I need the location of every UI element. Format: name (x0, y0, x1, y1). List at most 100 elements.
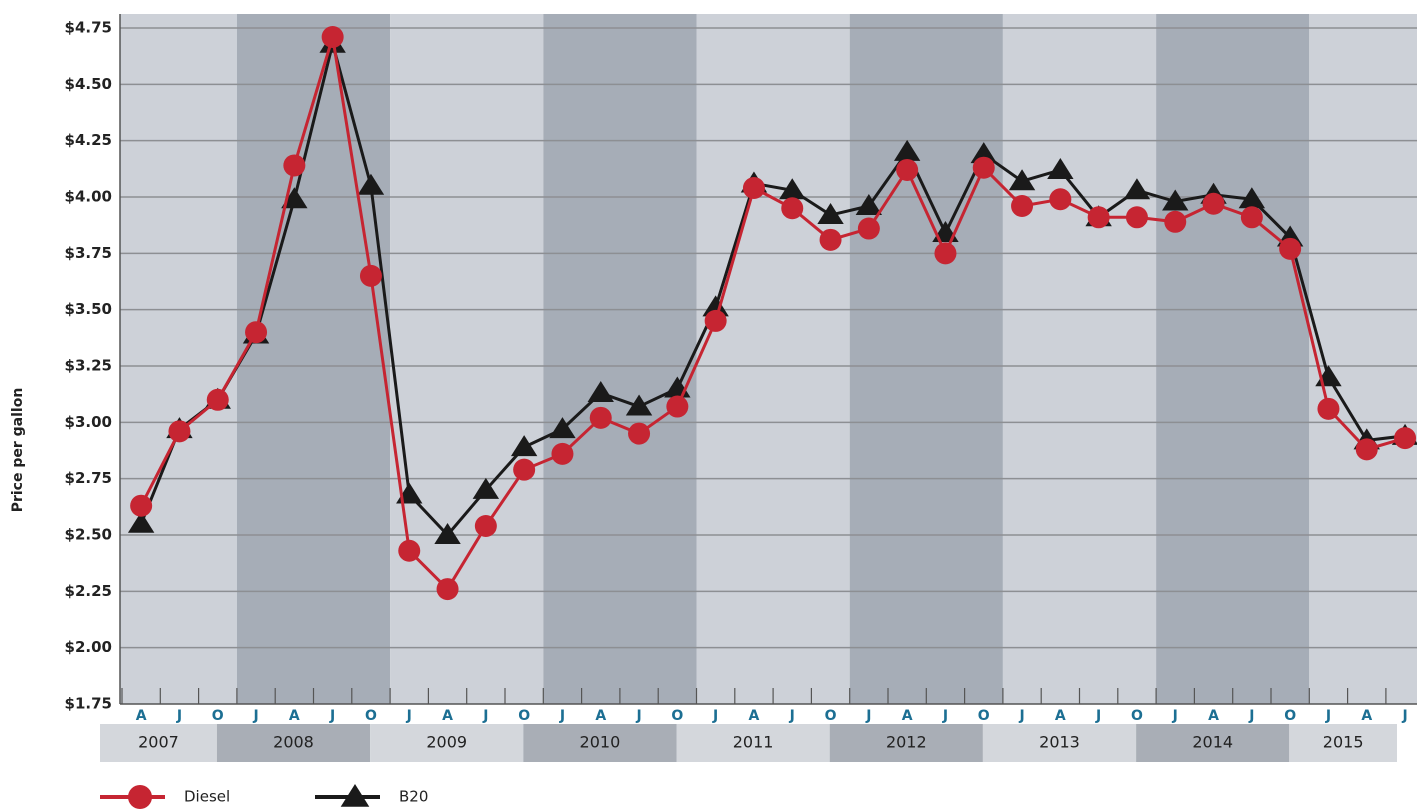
data-point (1011, 195, 1034, 218)
year-band (696, 14, 850, 704)
data-point (587, 381, 614, 403)
x-tick-label: J (176, 708, 182, 724)
y-tick-label: $4.75 (65, 19, 112, 37)
year-label: 2007 (138, 733, 179, 752)
x-tick-label: J (1248, 708, 1254, 724)
data-point (704, 309, 727, 332)
data-point (970, 142, 997, 164)
data-point (206, 388, 229, 411)
year-strip (216, 724, 371, 762)
data-point (1279, 237, 1302, 260)
year-band (120, 14, 237, 704)
data-point (857, 217, 880, 240)
year-strip (1289, 724, 1397, 762)
data-point (628, 422, 651, 445)
x-tick-label: J (482, 708, 488, 724)
data-point (781, 197, 804, 220)
data-point (1240, 206, 1263, 229)
data-point (1047, 157, 1074, 179)
x-tick-label: A (1208, 708, 1219, 724)
year-label: 2011 (733, 733, 774, 752)
x-tick-label: J (942, 708, 948, 724)
legend-marker (340, 784, 370, 807)
x-tick-label: J (712, 708, 718, 724)
data-point (855, 194, 883, 216)
x-tick-label: J (1401, 708, 1407, 724)
series-line (139, 36, 1406, 592)
x-tick-label: A (1055, 708, 1066, 724)
data-point (168, 420, 191, 443)
x-tick-label: A (289, 708, 300, 724)
data-point (972, 156, 995, 179)
y-tick-label: $2.75 (65, 469, 112, 487)
data-point (434, 523, 461, 544)
data-point (934, 242, 957, 265)
x-tick-label: J (865, 708, 871, 724)
data-point (281, 187, 308, 209)
year-band (543, 14, 697, 704)
series-line (139, 43, 1406, 538)
data-point (359, 264, 382, 287)
y-tick-label: $3.50 (65, 300, 112, 318)
year-label: 2008 (273, 733, 314, 752)
y-tick-label: $4.00 (65, 188, 112, 206)
x-tick-label: J (1018, 708, 1024, 724)
year-band (1156, 14, 1310, 704)
x-tick-label: O (671, 708, 683, 724)
x-tick-label: J (252, 708, 258, 724)
data-point (702, 295, 729, 317)
x-tick-label: A (902, 708, 913, 724)
legend-label: Diesel (184, 788, 230, 806)
data-point (283, 154, 306, 177)
year-strip (982, 724, 1137, 762)
data-point (1125, 206, 1148, 229)
y-axis-label: Price per gallon (10, 388, 26, 513)
year-strip (370, 724, 524, 762)
y-tick-label: $1.75 (65, 695, 112, 713)
year-label: 2010 (580, 733, 621, 752)
data-point (1317, 397, 1340, 420)
data-point (1238, 187, 1266, 209)
x-tick-label: O (1284, 708, 1296, 724)
data-point (245, 321, 268, 344)
year-label: 2009 (426, 733, 467, 752)
data-point (625, 394, 653, 416)
y-tick-label: $3.75 (65, 244, 112, 262)
data-point (893, 139, 921, 161)
year-band (390, 14, 544, 704)
data-point (896, 158, 919, 181)
data-point (321, 26, 344, 49)
data-point (1008, 169, 1036, 191)
year-strip (100, 724, 217, 762)
data-point (589, 406, 612, 429)
data-point (551, 442, 574, 465)
data-point (357, 173, 385, 195)
y-tick-label: $3.00 (65, 413, 112, 431)
year-label: 2014 (1192, 733, 1233, 752)
x-tick-label: O (365, 708, 377, 724)
data-point (819, 228, 842, 251)
y-tick-label: $3.25 (65, 357, 112, 375)
y-tick-label: $2.25 (65, 582, 112, 600)
x-tick-label: J (1325, 708, 1331, 724)
x-tick-label: O (1131, 708, 1143, 724)
x-tick-label: A (136, 708, 147, 724)
data-point (779, 178, 806, 200)
x-tick-label: O (518, 708, 530, 724)
data-point (666, 395, 689, 418)
data-point (1087, 206, 1110, 229)
x-tick-label: O (212, 708, 224, 724)
year-band (236, 14, 391, 704)
y-tick-label: $4.50 (65, 75, 112, 93)
data-point (1049, 188, 1072, 211)
data-point (436, 578, 459, 601)
year-band (1309, 14, 1417, 704)
x-tick-label: J (635, 708, 641, 724)
data-point (1355, 438, 1378, 461)
x-tick-label: J (789, 708, 795, 724)
data-point (130, 494, 153, 517)
legend-label: B20 (399, 788, 428, 806)
data-point (513, 458, 536, 481)
year-strip (523, 724, 677, 762)
